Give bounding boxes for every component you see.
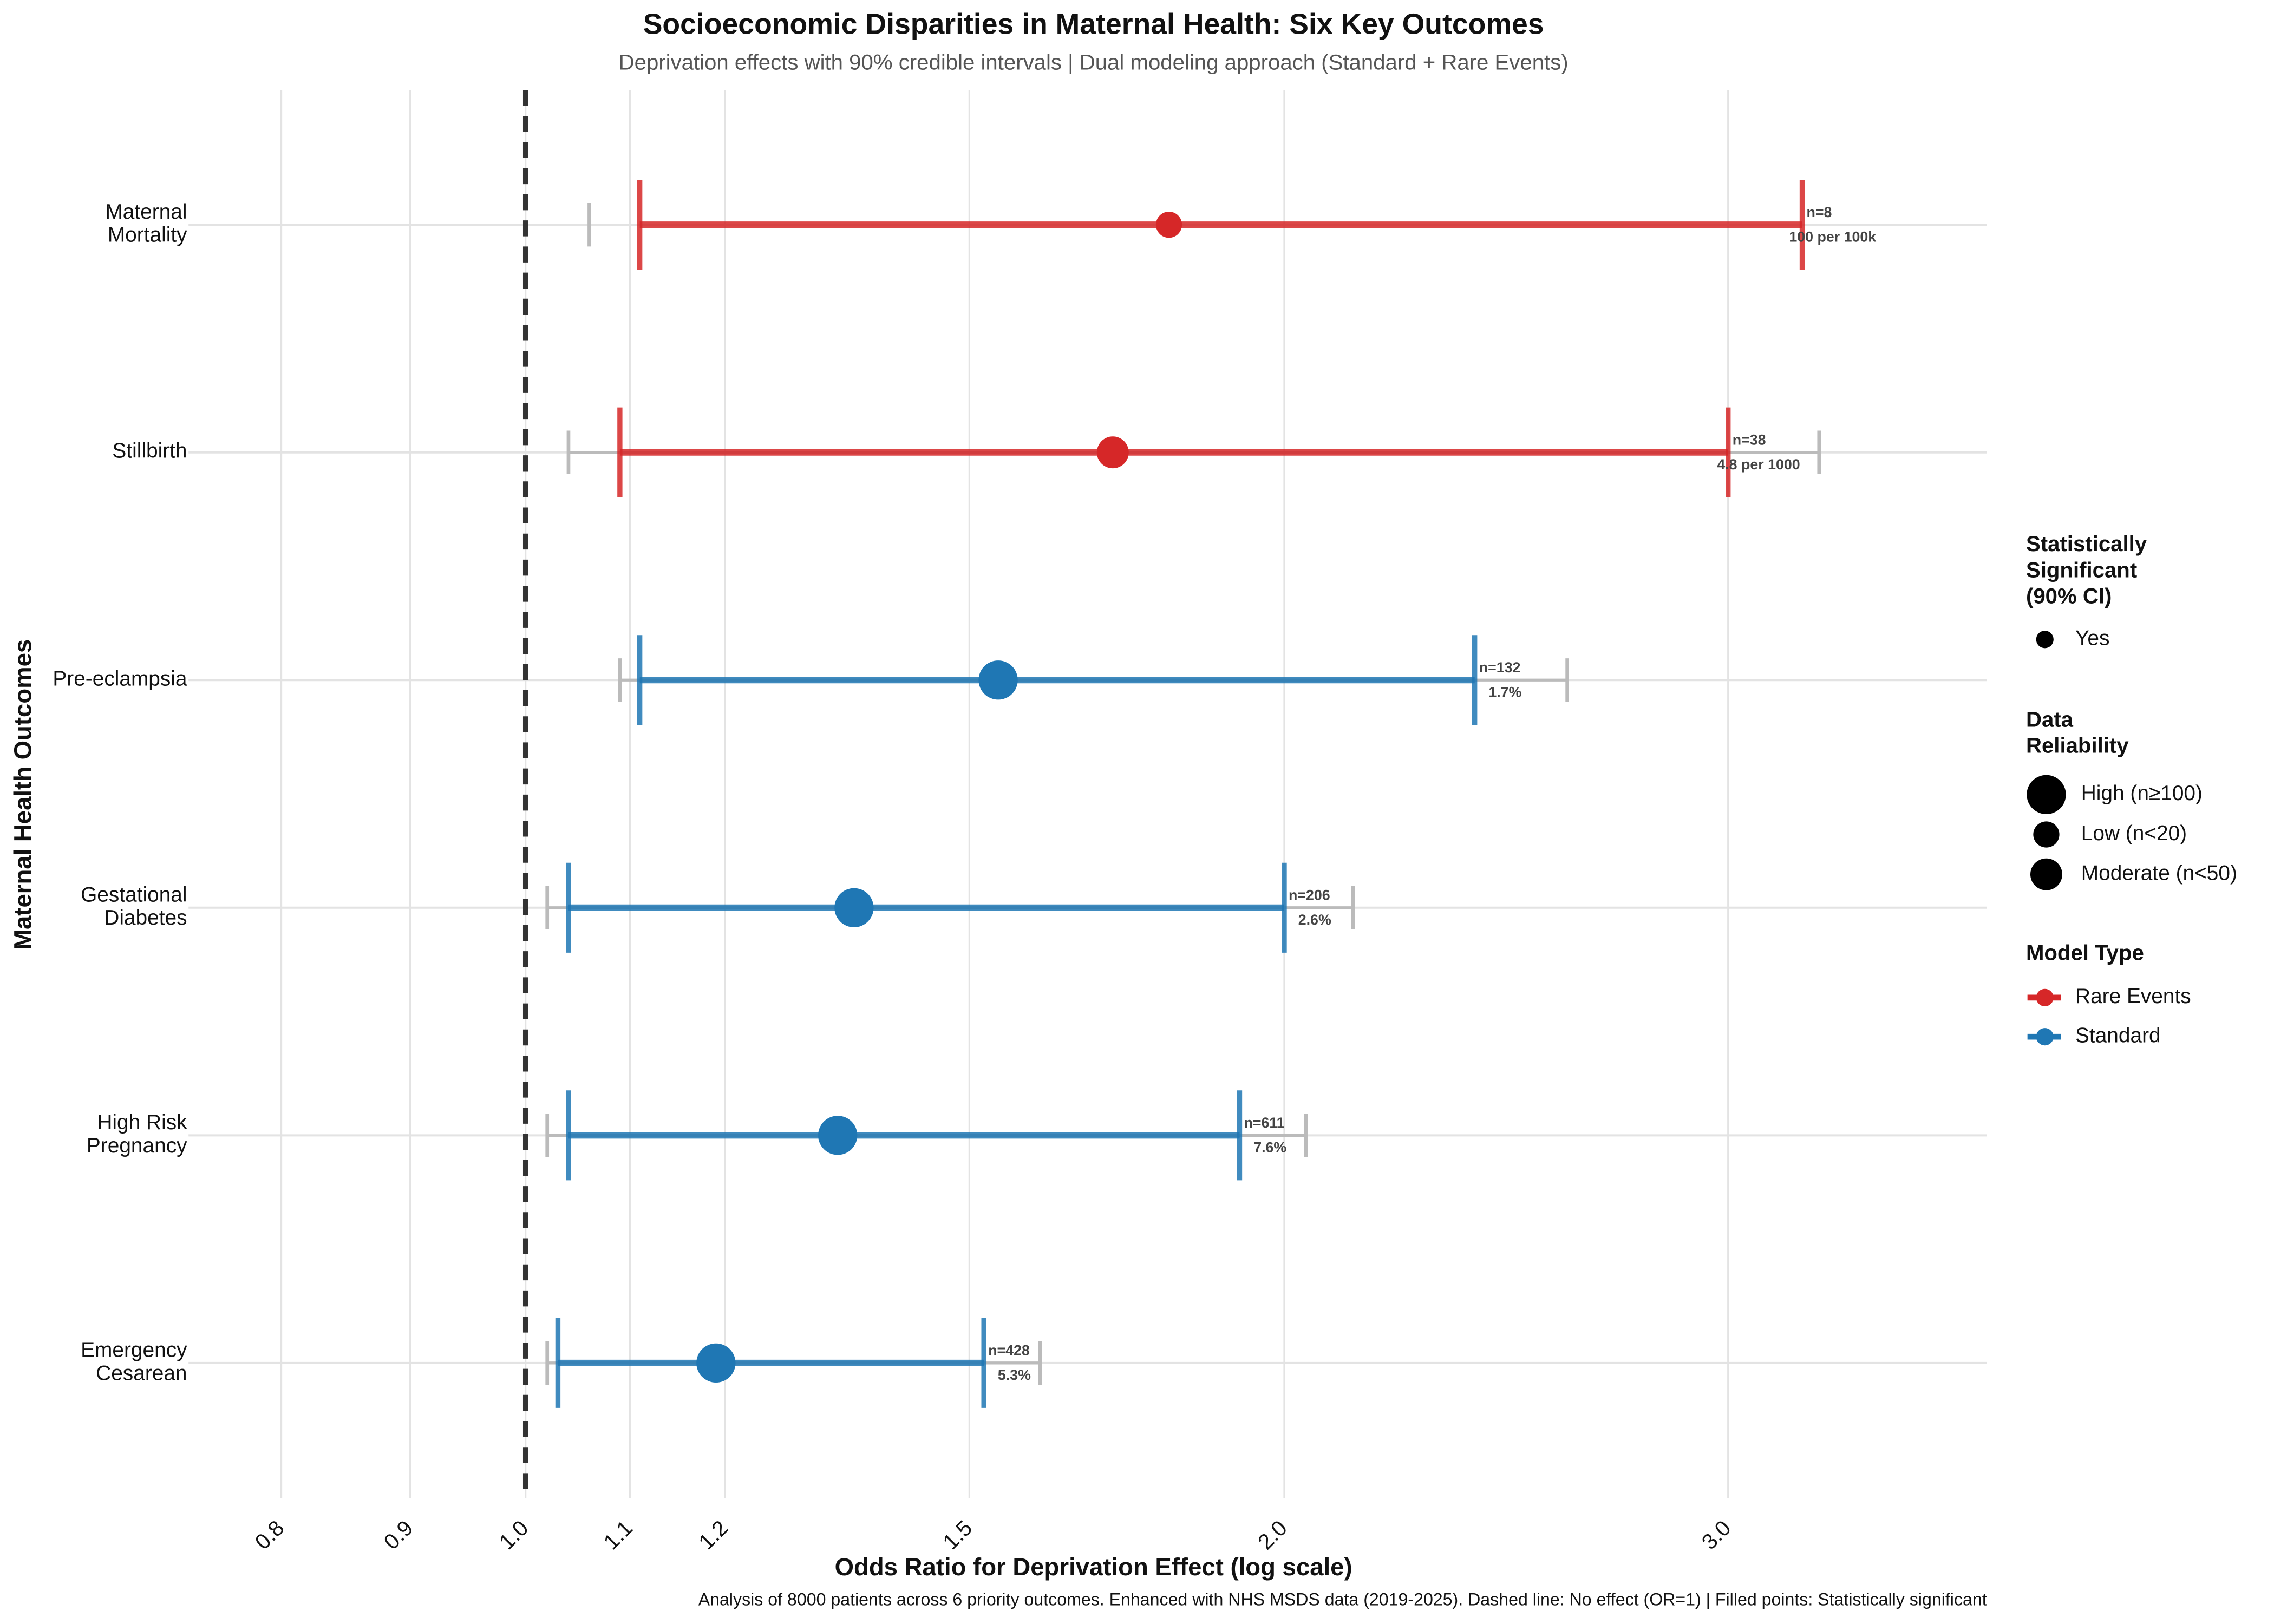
y-tick-label: Gestational Diabetes <box>81 883 187 930</box>
legend-key <box>2036 988 2054 1006</box>
legend-key <box>2036 1028 2054 1046</box>
x-tick-label: 2.0 <box>1253 1516 1292 1554</box>
legend: Statistically Significant (90% CI) Yes Data R… <box>2026 532 2237 1047</box>
rate-label: 7.6% <box>1253 1140 1286 1156</box>
n-label: n=38 <box>1733 431 1766 448</box>
legend-label: Moderate (n<50) <box>2081 861 2237 885</box>
rate-label: 1.7% <box>1488 684 1521 700</box>
rate-label: 2.6% <box>1298 912 1331 928</box>
marks: n=8 100 per 100k n=38 4.8 per 1000 n=132 1.7%… <box>545 180 1876 1408</box>
x-axis-label: Odds Ratio for Deprivation Effect (log s… <box>835 1553 1352 1581</box>
rate-label: 5.3% <box>998 1367 1031 1383</box>
legend-label: Yes <box>2075 627 2109 650</box>
x-tick-label: 3.0 <box>1697 1516 1735 1554</box>
caption: Analysis of 8000 patients across 6 prior… <box>698 1590 1987 1609</box>
n-label: n=8 <box>1807 204 1832 220</box>
estimate-point <box>1096 436 1129 469</box>
x-tick-label: 0.8 <box>250 1516 289 1554</box>
legend-key <box>2030 858 2062 890</box>
legend-key <box>2033 821 2060 848</box>
n-label: n=428 <box>988 1343 1030 1359</box>
x-tick-label: 1.1 <box>599 1516 637 1554</box>
n-label: n=206 <box>1289 887 1330 903</box>
estimate-point <box>834 888 874 927</box>
x-tick-label: 0.9 <box>379 1516 417 1554</box>
chart-title: Socioeconomic Disparities in Maternal He… <box>643 8 1544 40</box>
rate-label: 4.8 per 1000 <box>1717 456 1800 473</box>
legend-title: Model Type <box>2026 940 2144 965</box>
legend-title: Statistically Significant (90% CI) <box>2026 532 2147 608</box>
legend-key <box>2036 631 2054 649</box>
legend-label: Low (n<20) <box>2081 822 2187 845</box>
chart-subtitle: Deprivation effects with 90% credible in… <box>619 50 1569 74</box>
legend-label: Standard <box>2075 1024 2161 1047</box>
legend-label: Rare Events <box>2075 985 2191 1008</box>
rate-label: 100 per 100k <box>1789 228 1876 245</box>
x-tick-label: 1.5 <box>938 1516 977 1554</box>
estimate-point <box>818 1116 858 1155</box>
n-label: n=611 <box>1244 1115 1285 1131</box>
y-tick-label: High Risk Pregnancy <box>87 1111 187 1157</box>
legend-label: High (n≥100) <box>2081 782 2203 805</box>
estimate-point <box>978 660 1018 700</box>
grid: 0.8 0.9 1.0 1.1 1.2 1.5 2.0 3.0 Maternal Mortalit… <box>53 90 1987 1554</box>
legend-key <box>2027 775 2066 815</box>
n-label: n=132 <box>1479 659 1521 676</box>
estimate-point <box>1155 212 1182 238</box>
y-tick-label: Maternal Mortality <box>105 200 187 247</box>
legend-title: Data Reliability <box>2026 707 2129 757</box>
y-tick-label: Pre-eclampsia <box>53 667 187 691</box>
y-tick-label: Emergency Cesarean <box>81 1339 187 1385</box>
y-tick-label: Stillbirth <box>112 440 187 463</box>
estimate-point <box>696 1343 736 1383</box>
y-axis-label: Maternal Health Outcomes <box>9 639 37 950</box>
x-tick-label: 1.0 <box>494 1516 533 1554</box>
x-tick-label: 1.2 <box>694 1516 733 1554</box>
